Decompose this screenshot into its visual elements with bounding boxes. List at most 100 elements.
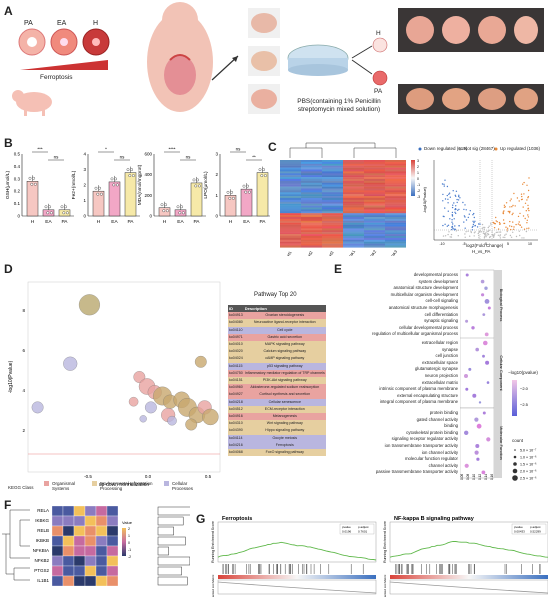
value-tick: 1 — [128, 534, 130, 538]
data-point — [178, 211, 182, 215]
volcano-point — [506, 230, 508, 233]
heatmap-cell — [280, 218, 301, 221]
volcano-point — [447, 233, 449, 236]
volcano-point — [509, 200, 511, 202]
heatmap-cell — [343, 161, 364, 164]
heatmap-cell — [343, 215, 364, 218]
heatmap-cell — [364, 199, 385, 202]
sig-label: * — [105, 147, 107, 152]
scale-tick: -1 — [417, 183, 420, 187]
heatmap-cell — [343, 171, 364, 174]
heatmap-cell — [385, 171, 406, 174]
heatmap-cell — [385, 177, 406, 180]
heatmap-cell — [301, 222, 322, 225]
go-xtick: 0.08 — [466, 474, 470, 480]
volcano-point — [526, 227, 528, 230]
heatmap-cell — [343, 230, 364, 233]
heatmap-cell — [322, 160, 343, 163]
kegg-id: ko04024 — [229, 356, 243, 361]
volcano-point — [512, 221, 514, 223]
volcano-point — [527, 207, 530, 209]
heatmap-cell — [343, 241, 364, 244]
volcano-point — [527, 204, 529, 207]
heatmap-cell — [343, 245, 364, 248]
go-term-label: signaling receptor regulator activity — [391, 436, 458, 442]
data-point — [228, 196, 232, 200]
go-dot — [471, 326, 475, 330]
gsea-stats-box — [339, 523, 375, 535]
bar-chart-3: 3 2 1 0 LPO(μmol/L) H EA PA ns ** — [203, 147, 270, 225]
tick-label: 0 — [215, 214, 218, 219]
heatmap-cell — [385, 198, 406, 201]
volcano-point — [483, 236, 486, 238]
heatmap-cell — [385, 239, 406, 242]
volcano-point — [471, 226, 473, 228]
heatmap-cell — [280, 179, 301, 182]
volcano-point — [451, 221, 453, 223]
heatmap-cell — [385, 207, 406, 210]
go-dot — [476, 457, 480, 461]
heatmap-cell — [343, 165, 364, 168]
gene-heat-cell — [106, 505, 119, 517]
data-point — [60, 205, 64, 209]
gene-heat-cell — [51, 545, 64, 557]
gene-bar — [157, 536, 186, 546]
volcano-point — [502, 236, 504, 238]
volcano-point — [515, 223, 517, 226]
heatmap-cell — [301, 239, 322, 242]
kegg-id: ko04960 — [229, 385, 243, 390]
kegg-row: ko04750 Inflammatory mediator regulation … — [228, 369, 326, 378]
heatmap-col-label: PA3 — [390, 249, 398, 256]
go-dot — [464, 374, 468, 378]
panel-c-letter: C — [268, 140, 277, 154]
column-dendrogram — [289, 142, 397, 158]
kegg-id: ko04916 — [229, 414, 243, 419]
heatmap-cell — [385, 230, 406, 233]
volcano-legend-notsig: Not sig (28467) — [464, 146, 495, 151]
gene-bar — [157, 546, 169, 556]
volcano-point — [447, 224, 450, 226]
heatmap-cell — [343, 220, 364, 223]
kegg-id: ko04010 — [229, 342, 243, 347]
gene-heat-cell — [62, 565, 75, 577]
gene-heat-cell — [95, 575, 108, 587]
go-dot — [481, 293, 485, 297]
gene-heat-cell — [84, 535, 97, 547]
go-dot — [481, 470, 486, 475]
heatmap-cell — [364, 186, 385, 189]
gene-bar — [157, 506, 190, 516]
heatmap-cell — [385, 215, 406, 218]
heatmap-cell — [301, 245, 322, 248]
go-dot — [485, 360, 490, 365]
bar-H — [26, 181, 39, 217]
bar-chart-2: 600 400 200 0 MDA(nmol/mgprot) H EA PA **** ns — [137, 147, 206, 225]
volcano-point — [446, 225, 448, 227]
bubble-xtick: 0.0 — [145, 474, 152, 479]
volcano-point — [482, 226, 484, 229]
volcano-point — [493, 227, 496, 229]
volcano-point — [523, 228, 526, 230]
heatmap-cell — [385, 234, 406, 237]
scale-tick: 2 — [417, 165, 419, 169]
volcano-point — [453, 218, 455, 220]
volcano-point — [447, 210, 449, 212]
volcano-point — [487, 232, 489, 235]
volcano-point — [442, 193, 444, 196]
heatmap-cell — [322, 167, 343, 170]
gene-bar — [157, 566, 182, 576]
heatmap-cell — [322, 198, 343, 201]
volcano-subtitle: H_vs_PA — [472, 249, 491, 254]
heatmap-cell — [343, 198, 364, 201]
volcano-point — [471, 229, 474, 231]
sig-label: ** — [252, 155, 256, 160]
heatmap-cell — [280, 161, 301, 164]
go-size-dot — [513, 455, 517, 459]
heatmap-cell — [364, 239, 385, 242]
heatmap-cell — [322, 199, 343, 202]
heatmap-cell — [385, 179, 406, 182]
heatmap-cell — [280, 177, 301, 180]
heatmap-cell — [343, 163, 364, 166]
heatmap-cell — [343, 196, 364, 199]
heatmap-cell — [322, 171, 343, 174]
heatmap-cell — [385, 245, 406, 248]
